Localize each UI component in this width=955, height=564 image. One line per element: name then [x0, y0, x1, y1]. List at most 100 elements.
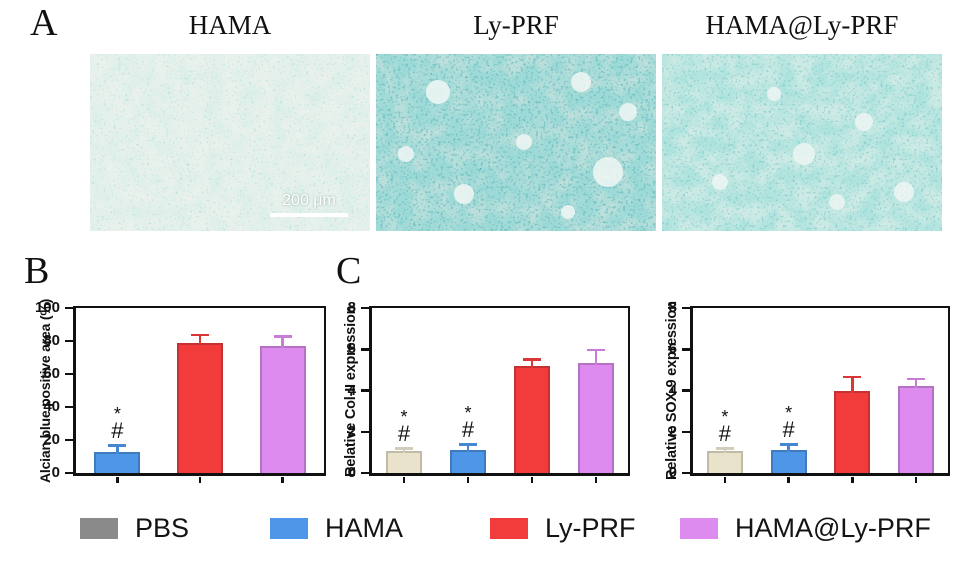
hash-mark: # [718, 420, 731, 446]
x-axis-tick [787, 477, 790, 483]
asterisk-mark: * [113, 403, 121, 424]
micrograph-title-lyprf: Ly-PRF [473, 10, 559, 40]
y-axis-tick [361, 471, 369, 475]
bar-HAMA [770, 450, 807, 473]
y-axis-tick [682, 348, 690, 351]
hash-mark: # [782, 416, 795, 442]
micrograph-hama-lyprf [662, 54, 942, 231]
y-tick-label: 0 [51, 464, 60, 481]
error-bar-stem [402, 448, 406, 454]
bar-HAMA@Ly-PRF [578, 362, 614, 473]
bar-HAMA@Ly-PRF [259, 345, 306, 473]
legend-swatch-hama-lyprf [680, 517, 718, 539]
y-axis-tick [65, 372, 73, 376]
y-axis-tick [65, 438, 73, 442]
tissue-voids [712, 87, 914, 210]
alcian-blue-stain-image-sparse [90, 54, 370, 231]
error-bar-stem [281, 336, 284, 348]
y-tick-label: 6 [668, 340, 677, 358]
legend-label-hama-lyprf: HAMA@Ly-PRF [735, 513, 931, 543]
bar-Ly-PRF [177, 342, 223, 473]
y-tick-label: 0 [347, 464, 356, 481]
scale-bar-line [270, 213, 348, 217]
legend-label-hama: HAMA [325, 513, 404, 543]
x-axis-tick [723, 477, 727, 483]
error-bar-cap [523, 358, 541, 361]
x-axis-tick [530, 477, 534, 483]
x-axis-tick [116, 477, 119, 483]
panel-c-label: C [336, 250, 362, 292]
y-tick-label: 4 [668, 381, 677, 399]
x-axis-tick [914, 477, 918, 483]
y-tick-label: 40 [43, 398, 60, 415]
legend-item-pbs: PBS [80, 512, 189, 544]
x-axis-tick [198, 477, 202, 483]
y-tick-label: 0 [668, 464, 677, 481]
x-axis-tick [466, 477, 470, 483]
x-axis-tick [594, 477, 598, 483]
y-axis-tick [65, 471, 73, 475]
y-axis-tick [361, 306, 369, 310]
x-axis-tick [402, 477, 406, 483]
y-tick-label: 6 [347, 340, 356, 358]
tissue-voids [398, 72, 637, 219]
asterisk-mark: * [785, 402, 793, 423]
micrograph-hama: 200 μm [90, 54, 370, 231]
alcian-blue-stain-image-dense [376, 54, 656, 231]
legend-swatch-pbs [80, 517, 118, 539]
y-tick-label: 20 [43, 431, 60, 448]
micrograph-title-hama-lyprf: HAMA@Ly-PRF [705, 10, 899, 40]
micrograph-lyprf [376, 54, 656, 231]
error-bar-stem [787, 444, 790, 453]
significance-marks: * # [388, 408, 420, 446]
error-bar-stem [466, 444, 470, 453]
y-tick-label: 2 [668, 422, 677, 440]
y-tick-label: 4 [347, 381, 356, 399]
y-tick-label: 60 [43, 365, 60, 382]
error-bar-cap [779, 443, 798, 446]
error-bar-stem [594, 350, 598, 365]
significance-marks: * # [101, 403, 133, 442]
scale-bar: 200 μm [266, 192, 352, 217]
y-tick-label: 100 [34, 299, 60, 316]
y-tick-label: 8 [668, 299, 677, 316]
alcian-blue-stain-image-medium [662, 54, 942, 231]
error-bar-cap [715, 447, 734, 450]
y-tick-label: 8 [347, 299, 356, 316]
plot-area: 0 2 4 6 8 * # * # [669, 299, 950, 483]
micrograph-title-hama: HAMA [188, 10, 272, 40]
asterisk-mark: * [464, 402, 472, 423]
legend-label-lyprf: Ly-PRF [545, 513, 636, 543]
legend-swatch-hama [270, 517, 308, 539]
error-bar-cap [108, 444, 127, 447]
error-bar-cap [191, 333, 209, 337]
bar-HAMA [94, 451, 141, 473]
error-bar-cap [273, 335, 292, 338]
bar-Ly-PRF [834, 390, 871, 473]
error-bar-stem [914, 379, 918, 389]
x-axis-tick [851, 477, 854, 483]
y-axis-tick [65, 405, 73, 409]
error-bar-stem [723, 448, 727, 454]
error-bar-stem [116, 445, 119, 454]
error-bar-cap [907, 377, 926, 381]
hash-mark: # [461, 416, 475, 442]
y-axis-tick [682, 471, 690, 475]
error-bar-cap [843, 375, 862, 379]
error-bar-cap [395, 447, 413, 450]
panel-a-label: A [30, 2, 58, 44]
y-axis-tick [682, 306, 690, 310]
significance-marks: * # [709, 408, 741, 446]
x-axis-tick [281, 477, 284, 483]
bar-HAMA [450, 450, 486, 473]
legend-item-hama: HAMA [270, 512, 403, 544]
bar-PBS [386, 451, 422, 473]
significance-marks: * # [773, 402, 805, 442]
error-bar-cap [587, 348, 605, 352]
bar-PBS [706, 451, 743, 473]
error-bar-stem [851, 377, 854, 393]
bar-HAMA@Ly-PRF [898, 386, 935, 473]
y-axis-tick [361, 389, 369, 392]
hash-mark: # [397, 420, 411, 446]
